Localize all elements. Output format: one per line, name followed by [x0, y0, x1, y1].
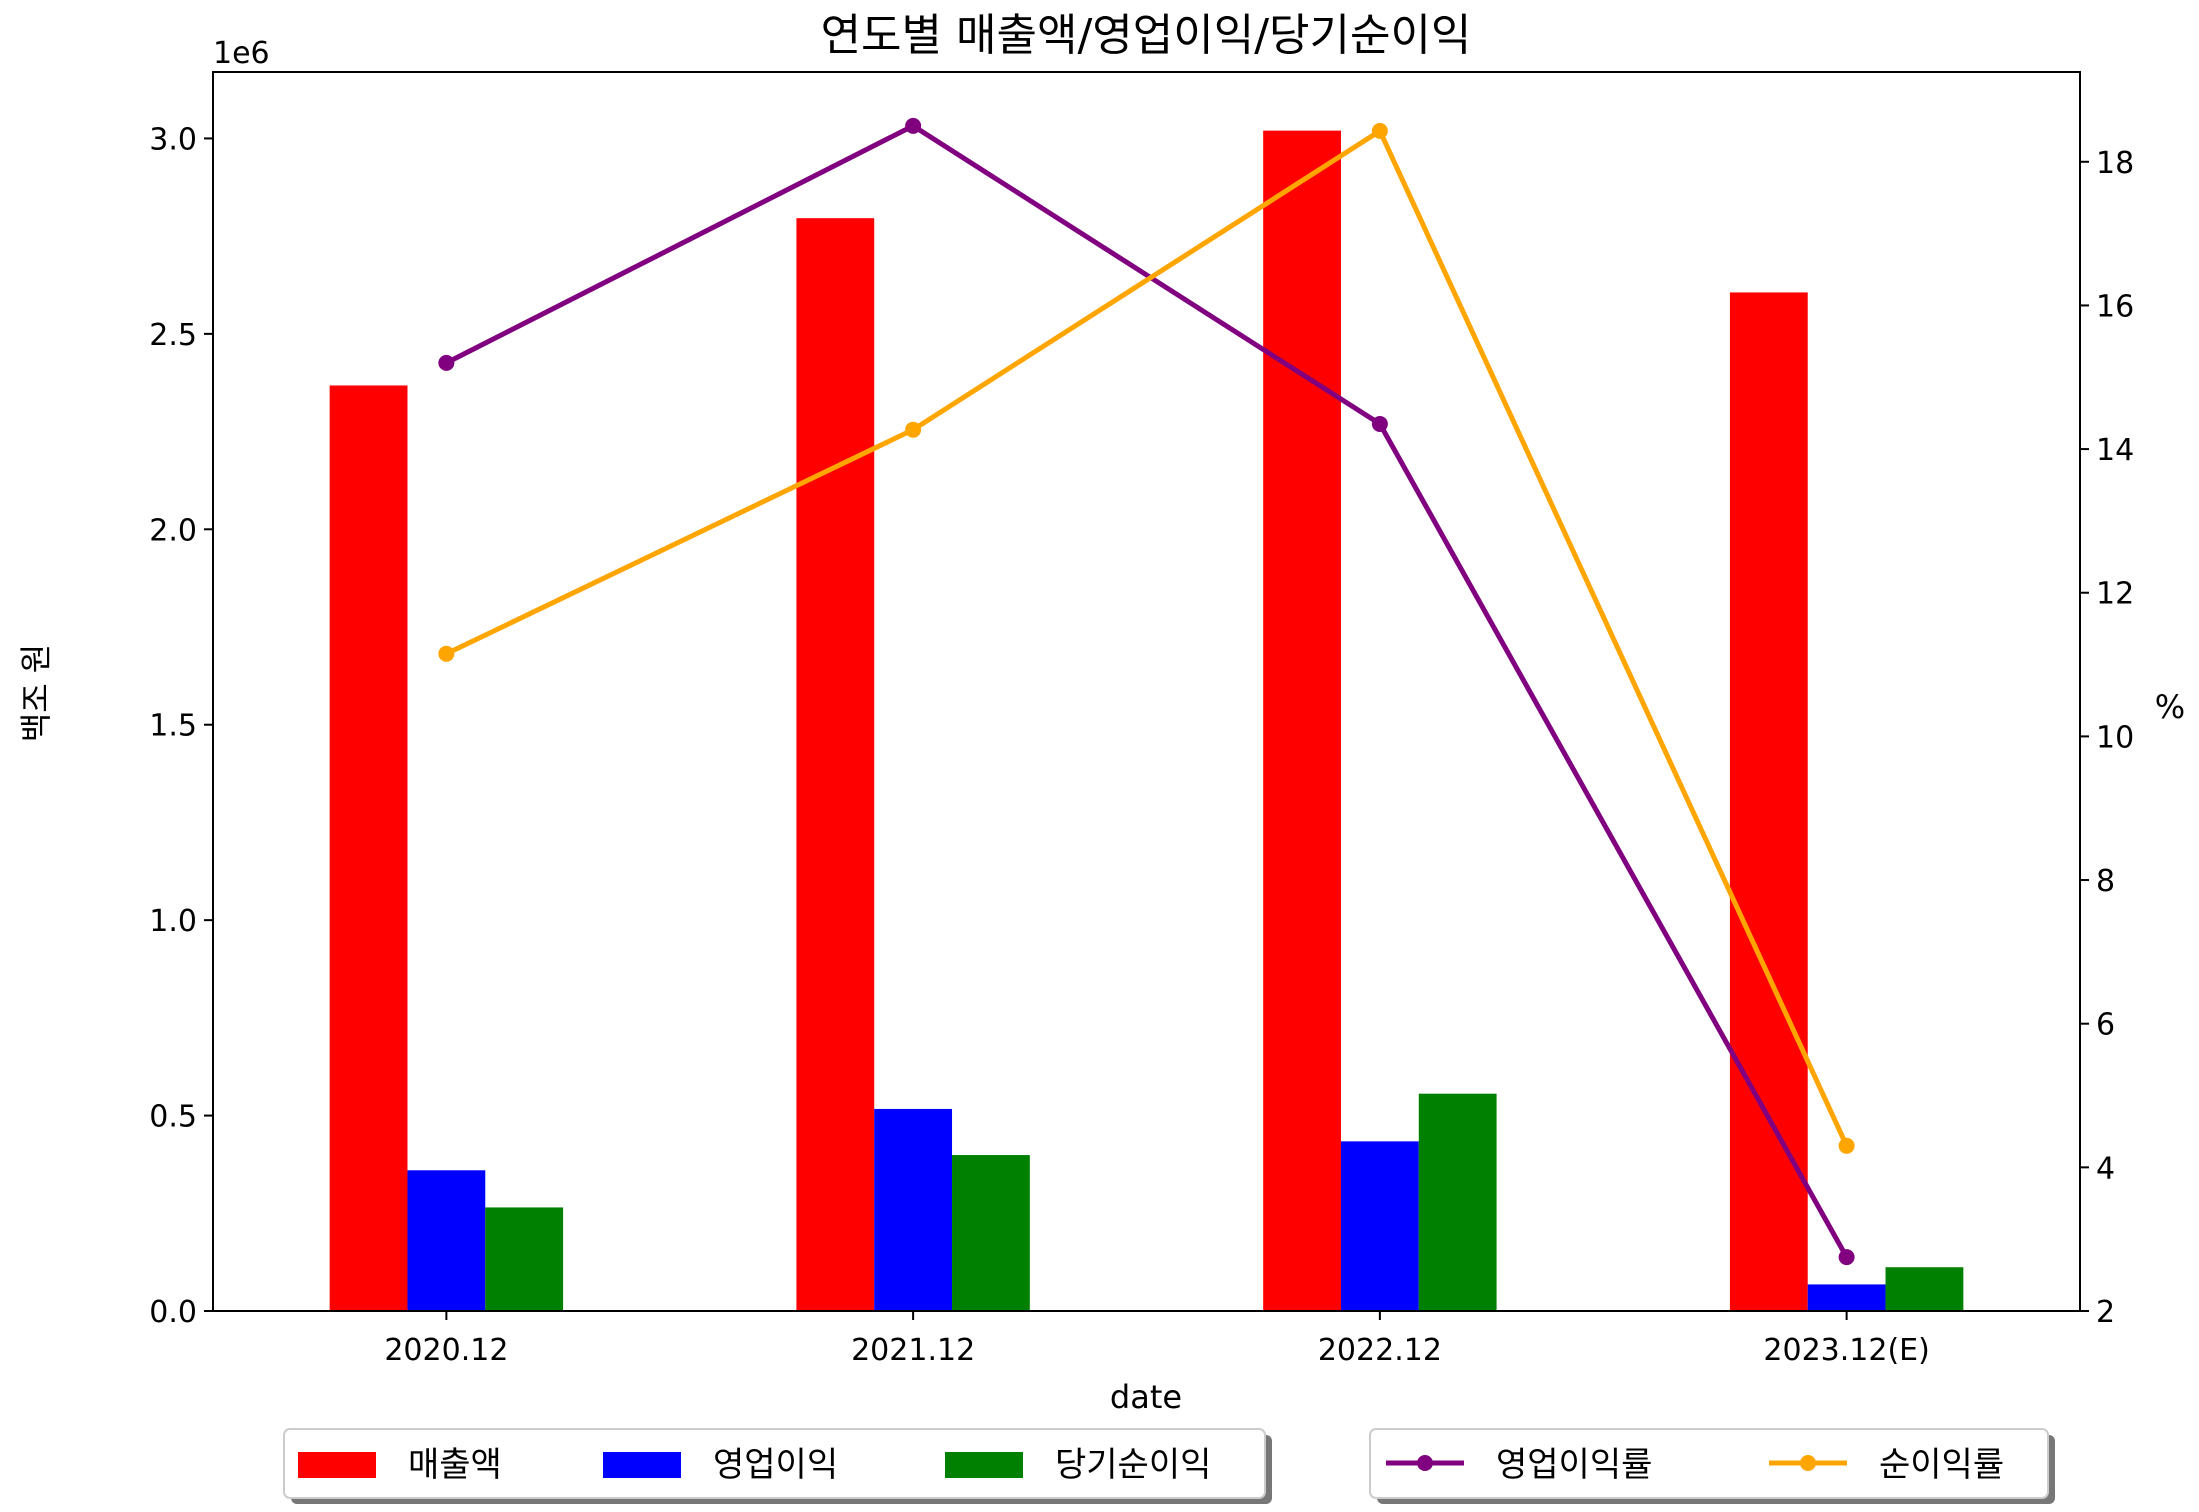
y-tick-label-left: 2.5	[149, 318, 197, 353]
bar	[1729, 292, 1808, 1311]
y-tick-label-right: 16	[2096, 289, 2134, 324]
bar	[1885, 1267, 1964, 1311]
bar	[1340, 1141, 1419, 1311]
y-tick-label-left: 2.0	[149, 513, 197, 548]
x-tick-label: 2023.12(E)	[1763, 1333, 1929, 1368]
legend-label: 매출액	[408, 1445, 502, 1485]
legend-marker	[1417, 1455, 1433, 1471]
legend-swatch	[945, 1452, 1023, 1478]
axis-offset-label: 1e6	[213, 36, 270, 71]
y-tick-label-right: 18	[2096, 146, 2134, 181]
line-point	[905, 117, 922, 134]
y-tick-label-left: 0.0	[149, 1295, 197, 1330]
bar	[796, 218, 875, 1311]
x-tick-label: 2022.12	[1318, 1333, 1442, 1368]
legend-lines: 영업이익률 순이익률	[1369, 1428, 2055, 1504]
y-ticks-left: 0.0 0.5 1.0 1.5 2.0 2.5 3.0	[149, 122, 213, 1330]
y-axis-label-right: %	[2155, 688, 2185, 726]
legend-swatch	[603, 1452, 681, 1478]
bar	[407, 1170, 486, 1311]
line-point	[1371, 415, 1388, 432]
y-tick-label-right: 6	[2096, 1008, 2115, 1043]
bar	[485, 1207, 564, 1311]
y-ticks-right: 2 4 6 8 10 12 14 16 18	[2080, 146, 2134, 1330]
series-line	[445, 127, 1849, 1147]
legend-swatch	[298, 1452, 376, 1478]
y-tick-label-right: 12	[2096, 577, 2134, 612]
line-point	[438, 354, 455, 371]
y-axis-label-left: 백조 원	[17, 644, 55, 743]
x-axis-label: date	[1110, 1378, 1182, 1416]
line-point	[905, 421, 922, 438]
legend-label: 순이익률	[1879, 1445, 2004, 1485]
x-tick-label: 2020.12	[384, 1333, 508, 1368]
y-tick-label-right: 2	[2096, 1295, 2115, 1330]
y-tick-label-left: 0.5	[149, 1100, 197, 1135]
line-point	[1838, 1137, 1855, 1154]
y-tick-label-right: 14	[2096, 433, 2134, 468]
legend-label: 영업이익	[713, 1445, 838, 1485]
y-tick-label-left: 3.0	[149, 122, 197, 157]
bar-layer	[329, 130, 1964, 1311]
chart-title: 연도별 매출액/영업이익/당기순이익	[821, 10, 1472, 61]
line-point	[1371, 122, 1388, 139]
legend-bars: 매출액 영업이익 당기순이익	[283, 1428, 1272, 1504]
line-point	[438, 645, 455, 662]
bar	[1263, 130, 1341, 1311]
legend-label: 당기순이익	[1055, 1445, 1211, 1485]
series-line	[445, 122, 1849, 1259]
bar	[1807, 1284, 1886, 1311]
bar	[1418, 1093, 1497, 1311]
y-tick-label-right: 10	[2096, 720, 2134, 755]
y-tick-label-right: 4	[2096, 1151, 2115, 1186]
line-point	[1838, 1249, 1855, 1266]
y-tick-label-left: 1.0	[149, 904, 197, 939]
line-layer	[438, 117, 1855, 1266]
legend-marker	[1800, 1455, 1816, 1471]
y-tick-label-left: 1.5	[149, 709, 197, 744]
plot-frame	[212, 71, 2081, 1312]
legend-label: 영업이익률	[1496, 1445, 1652, 1485]
bar	[952, 1155, 1030, 1311]
bar	[874, 1108, 953, 1311]
bar	[329, 385, 408, 1311]
y-tick-label-right: 8	[2096, 864, 2115, 899]
x-ticks: 2020.12 2021.12 2022.12 2023.12(E)	[384, 1311, 1930, 1368]
x-tick-label: 2021.12	[851, 1333, 975, 1368]
